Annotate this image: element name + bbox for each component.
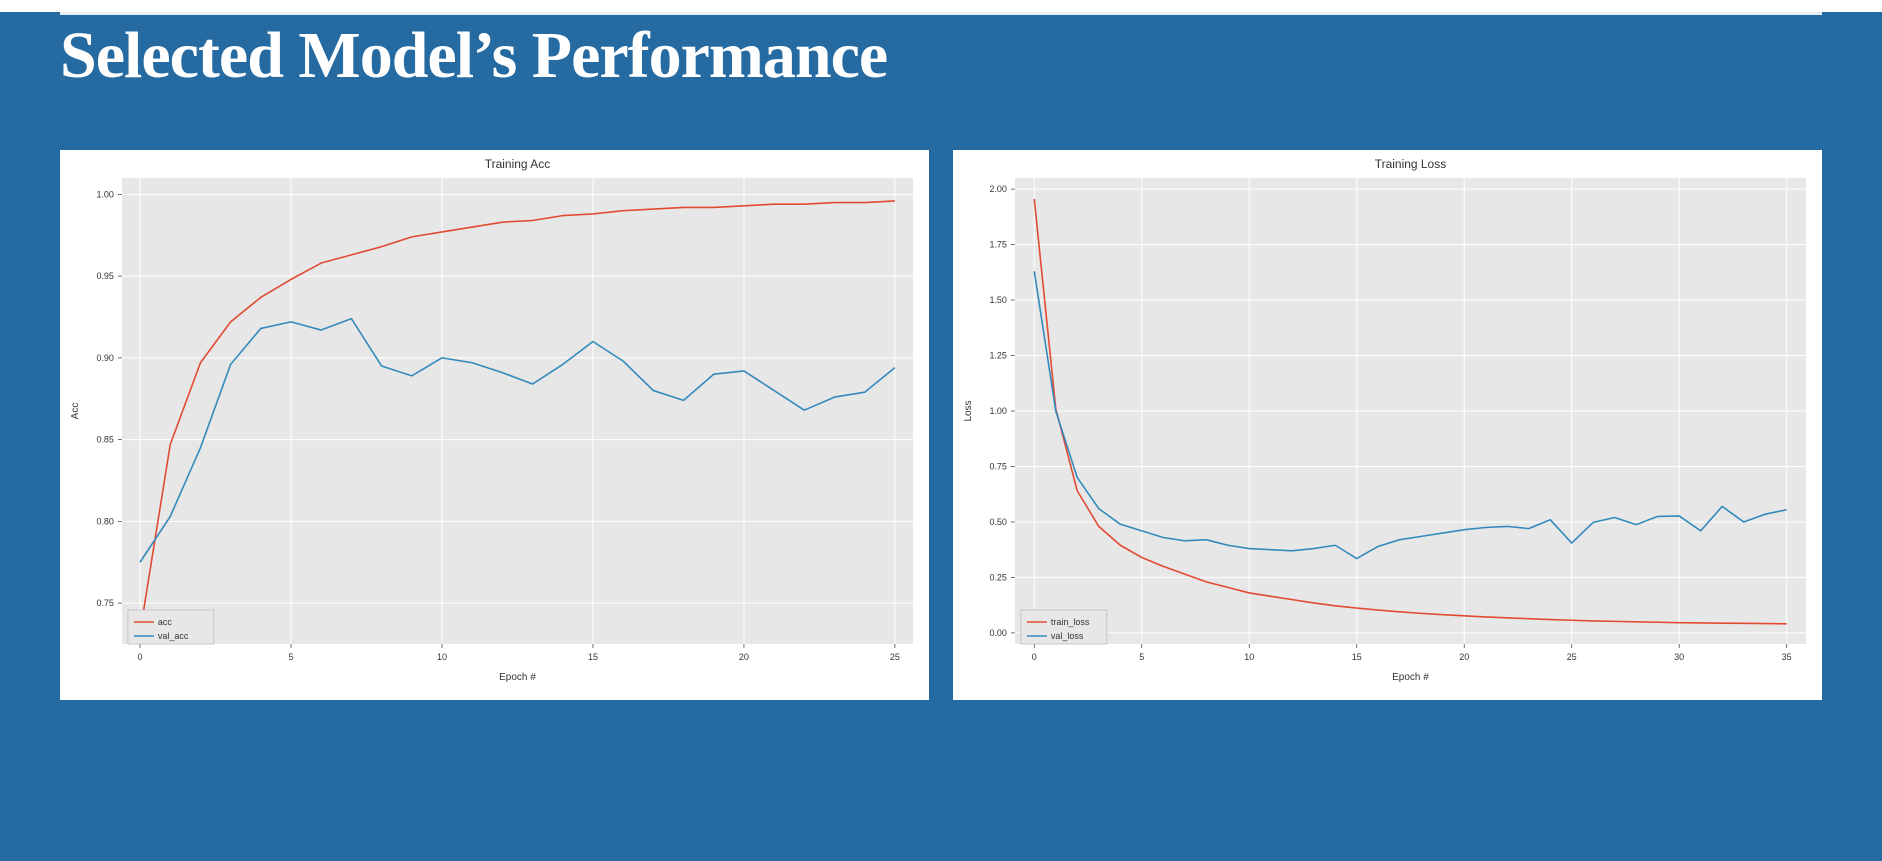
legend-label: train_loss: [1051, 617, 1090, 627]
tick-label-x: 20: [739, 652, 749, 662]
tick-label-y: 1.00: [96, 190, 113, 200]
tick-label-y: 0.25: [989, 573, 1006, 583]
tick-label-x: 10: [437, 652, 447, 662]
legend-label: acc: [158, 617, 172, 627]
legend-label: val_loss: [1051, 631, 1084, 641]
xlabel: Epoch #: [499, 672, 536, 683]
ylabel: Loss: [963, 401, 974, 422]
tick-label-y: 2.00: [989, 184, 1006, 194]
legend-label: val_acc: [158, 631, 189, 641]
slide-title: Selected Model’s Performance: [60, 21, 1822, 90]
tick-label-y: 0.75: [989, 462, 1006, 472]
charts-row: 0 5 10 15 20 25 0.75 0.80 0.85 0.90 0.95 1.00 Traini…: [60, 150, 1822, 700]
chart-plot-bg: [122, 178, 913, 644]
tick-label-y: 0.80: [96, 517, 113, 527]
title-rule: [60, 12, 1822, 15]
ylabel: Acc: [70, 403, 81, 420]
tick-label-y: 0.50: [989, 517, 1006, 527]
chart-title: Training Loss: [1375, 157, 1446, 171]
xlabel: Epoch #: [1392, 672, 1429, 683]
tick-label-x: 10: [1244, 652, 1254, 662]
tick-label-x: 15: [1352, 652, 1362, 662]
chart-panel-loss: 0 5 10 15 20 25 30 35 0.00 0.25 0.50 0.75 1.00 1.25 1.…: [953, 150, 1822, 700]
tick-label-x: 25: [1567, 652, 1577, 662]
tick-label-y: 0.00: [989, 628, 1006, 638]
tick-label-x: 25: [890, 652, 900, 662]
tick-label-x: 5: [289, 652, 294, 662]
tick-label-x: 15: [588, 652, 598, 662]
tick-label-y: 0.75: [96, 598, 113, 608]
tick-label-x: 0: [1032, 652, 1037, 662]
chart-title: Training Acc: [485, 157, 550, 171]
tick-label-x: 20: [1459, 652, 1469, 662]
chart-panel-acc: 0 5 10 15 20 25 0.75 0.80 0.85 0.90 0.95 1.00 Traini…: [60, 150, 929, 700]
slide: Selected Model’s Performance 05101520250…: [0, 12, 1882, 861]
tick-label-y: 1.00: [989, 406, 1006, 416]
tick-label-x: 0: [138, 652, 143, 662]
tick-label-x: 30: [1674, 652, 1684, 662]
tick-label-y: 0.90: [96, 353, 113, 363]
tick-label-y: 1.25: [989, 351, 1006, 361]
tick-label-x: 5: [1139, 652, 1144, 662]
tick-label-y: 0.85: [96, 435, 113, 445]
tick-label-y: 1.75: [989, 240, 1006, 250]
chart-svg-acc: 0 5 10 15 20 25 0.75 0.80 0.85 0.90 0.95 1.00 Traini…: [60, 150, 929, 700]
tick-label-y: 0.95: [96, 271, 113, 281]
tick-label-x: 35: [1782, 652, 1792, 662]
chart-svg-loss: 0 5 10 15 20 25 30 35 0.00 0.25 0.50 0.75 1.00 1.25 1.…: [953, 150, 1822, 700]
tick-label-y: 1.50: [989, 295, 1006, 305]
